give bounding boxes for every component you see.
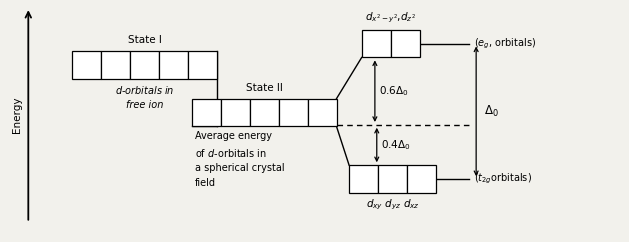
Text: of $d$-orbitals in: of $d$-orbitals in — [195, 147, 267, 159]
Bar — [221, 99, 250, 126]
Text: $d_{x^2-y^2}$,$d_{z^2}$: $d_{x^2-y^2}$,$d_{z^2}$ — [365, 10, 416, 25]
Bar — [349, 165, 378, 193]
Bar — [378, 165, 407, 193]
Bar — [250, 99, 279, 126]
Bar — [101, 52, 130, 79]
Bar — [192, 99, 221, 126]
Text: $\Delta_0$: $\Delta_0$ — [484, 104, 499, 119]
Bar — [130, 52, 159, 79]
Text: $0.6\Delta_0$: $0.6\Delta_0$ — [379, 84, 408, 98]
Bar — [159, 52, 188, 79]
Text: $d$-orbitals in: $d$-orbitals in — [115, 84, 174, 96]
Bar — [391, 30, 420, 58]
Text: free ion: free ion — [126, 100, 164, 110]
Text: field: field — [195, 179, 216, 189]
Bar — [308, 99, 337, 126]
Text: a spherical crystal: a spherical crystal — [195, 163, 284, 173]
Bar — [407, 165, 436, 193]
Text: State I: State I — [128, 35, 162, 45]
Bar — [362, 30, 391, 58]
Text: $d_{xy}$ $d_{yz}$ $d_{xz}$: $d_{xy}$ $d_{yz}$ $d_{xz}$ — [365, 198, 420, 212]
Text: State II: State II — [246, 83, 282, 92]
Bar — [72, 52, 101, 79]
Text: Average energy: Average energy — [195, 131, 272, 141]
Text: $0.4\Delta_0$: $0.4\Delta_0$ — [381, 138, 410, 152]
Text: ($e_g$, orbitals): ($e_g$, orbitals) — [474, 36, 536, 51]
Bar — [188, 52, 217, 79]
Bar — [279, 99, 308, 126]
Text: Energy: Energy — [12, 97, 22, 133]
Text: ($t_{2g}$orbitals): ($t_{2g}$orbitals) — [474, 172, 532, 186]
